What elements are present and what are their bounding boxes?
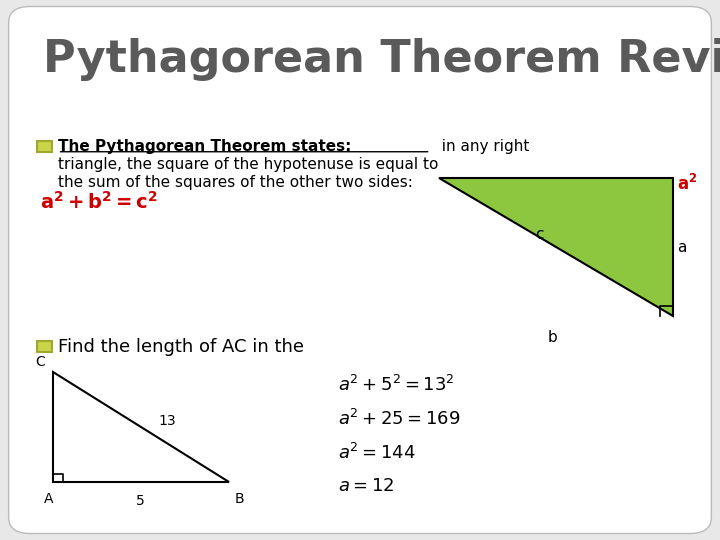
- Text: $a = 12$: $a = 12$: [338, 477, 395, 495]
- Text: $a^2 + 25 = 169$: $a^2 + 25 = 169$: [338, 409, 461, 429]
- Text: in any right: in any right: [432, 139, 529, 154]
- FancyBboxPatch shape: [37, 341, 52, 352]
- Text: $a^2 + 5^2 = 13^2$: $a^2 + 5^2 = 13^2$: [338, 375, 455, 395]
- Text: The Pythagorean Theorem states:: The Pythagorean Theorem states:: [58, 139, 351, 154]
- Text: c: c: [535, 227, 544, 242]
- Text: C: C: [35, 355, 45, 369]
- Text: the sum of the squares of the other two sides:: the sum of the squares of the other two …: [58, 175, 413, 190]
- Text: b: b: [548, 330, 558, 346]
- Text: B: B: [235, 492, 244, 507]
- Polygon shape: [439, 178, 673, 316]
- Text: 13: 13: [158, 414, 176, 428]
- Polygon shape: [53, 372, 229, 482]
- FancyBboxPatch shape: [37, 141, 52, 152]
- Text: Find the length of AC in the: Find the length of AC in the: [58, 338, 304, 356]
- Text: a: a: [677, 240, 686, 255]
- FancyBboxPatch shape: [9, 6, 711, 534]
- Text: triangle, the square of the hypotenuse is equal to: triangle, the square of the hypotenuse i…: [58, 157, 438, 172]
- Text: $\bf{a^2}$: $\bf{a^2}$: [677, 173, 697, 194]
- Text: 5: 5: [136, 494, 145, 508]
- Text: $\bf{a^2 + b^2 = c^2}$: $\bf{a^2 + b^2 = c^2}$: [40, 191, 157, 212]
- Text: Pythagorean Theorem Review: Pythagorean Theorem Review: [43, 38, 720, 81]
- Text: A: A: [44, 492, 54, 507]
- Text: $a^2 = 144$: $a^2 = 144$: [338, 443, 416, 463]
